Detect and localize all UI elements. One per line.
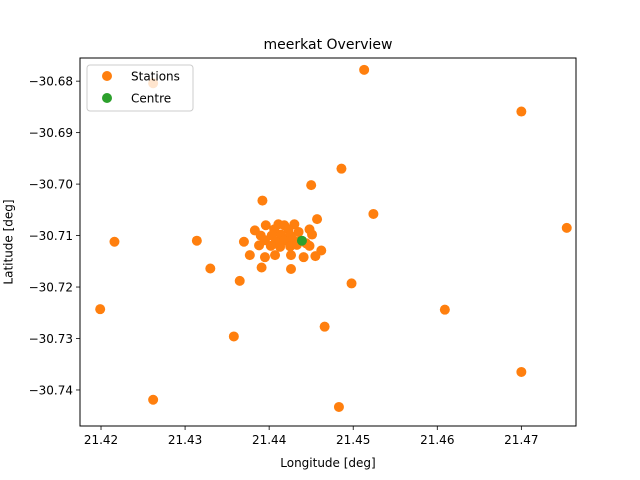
point-stations xyxy=(109,236,120,247)
point-stations xyxy=(228,331,239,342)
x-axis-label: Longitude [deg] xyxy=(280,456,375,470)
y-tick-label: −30.71 xyxy=(29,229,73,243)
point-stations xyxy=(561,222,572,233)
point-stations xyxy=(148,394,159,405)
point-stations xyxy=(275,241,286,252)
x-tick-label: 21.46 xyxy=(420,433,454,447)
point-stations xyxy=(336,163,347,174)
point-stations xyxy=(286,250,297,261)
y-tick-label: −30.73 xyxy=(29,332,73,346)
point-centre xyxy=(296,235,307,246)
point-stations xyxy=(238,236,249,247)
point-stations xyxy=(516,106,527,117)
point-stations xyxy=(368,208,379,219)
y-axis-label: Latitude [deg] xyxy=(2,199,16,284)
point-stations xyxy=(346,278,357,289)
x-tick-label: 21.47 xyxy=(504,433,538,447)
legend-box xyxy=(86,64,194,112)
point-stations xyxy=(312,214,323,225)
series-centre xyxy=(296,235,307,246)
legend-marker-centre xyxy=(102,93,112,103)
y-tick-label: −30.69 xyxy=(29,126,73,140)
legend: Stations Centre xyxy=(86,64,194,112)
y-tick-label: −30.72 xyxy=(29,281,73,295)
plot-frame xyxy=(79,57,577,427)
point-stations xyxy=(310,251,321,262)
point-stations xyxy=(254,240,265,251)
x-tick-label: 21.43 xyxy=(168,433,202,447)
legend-marker-stations xyxy=(102,71,112,81)
point-stations xyxy=(244,250,255,261)
point-stations xyxy=(304,240,315,251)
legend-label-stations: Stations xyxy=(131,70,180,84)
y-tick-label: −30.70 xyxy=(29,178,73,192)
point-stations xyxy=(265,240,276,251)
point-stations xyxy=(270,250,281,261)
point-stations xyxy=(439,304,450,315)
point-stations xyxy=(260,220,271,231)
point-stations xyxy=(359,64,370,75)
point-stations xyxy=(298,252,309,263)
chart-title: meerkat Overview xyxy=(264,37,393,53)
point-stations xyxy=(516,366,527,377)
legend-label-centre: Centre xyxy=(131,92,171,106)
y-axis: −30.68 −30.69 −30.70 −30.71 −30.72 −30.73 −30.… xyxy=(29,75,80,397)
point-stations xyxy=(319,321,330,332)
x-tick-label: 21.45 xyxy=(336,433,370,447)
point-stations xyxy=(234,275,245,286)
x-tick-label: 21.42 xyxy=(84,433,118,447)
plot-points xyxy=(95,64,572,412)
point-stations xyxy=(333,401,344,412)
point-stations xyxy=(286,264,297,275)
y-tick-label: −30.74 xyxy=(29,383,73,397)
point-stations xyxy=(257,195,268,206)
point-stations xyxy=(293,226,304,237)
point-stations xyxy=(306,180,317,191)
point-stations xyxy=(205,263,216,274)
point-stations xyxy=(259,252,270,263)
x-axis: 21.42 21.43 21.44 21.45 21.46 21.47 xyxy=(84,426,539,447)
point-stations xyxy=(95,304,106,315)
point-stations xyxy=(256,262,267,273)
point-stations xyxy=(191,235,202,246)
point-stations xyxy=(307,229,318,240)
y-tick-label: −30.68 xyxy=(29,75,73,89)
series-stations xyxy=(95,64,572,412)
x-tick-label: 21.44 xyxy=(252,433,286,447)
